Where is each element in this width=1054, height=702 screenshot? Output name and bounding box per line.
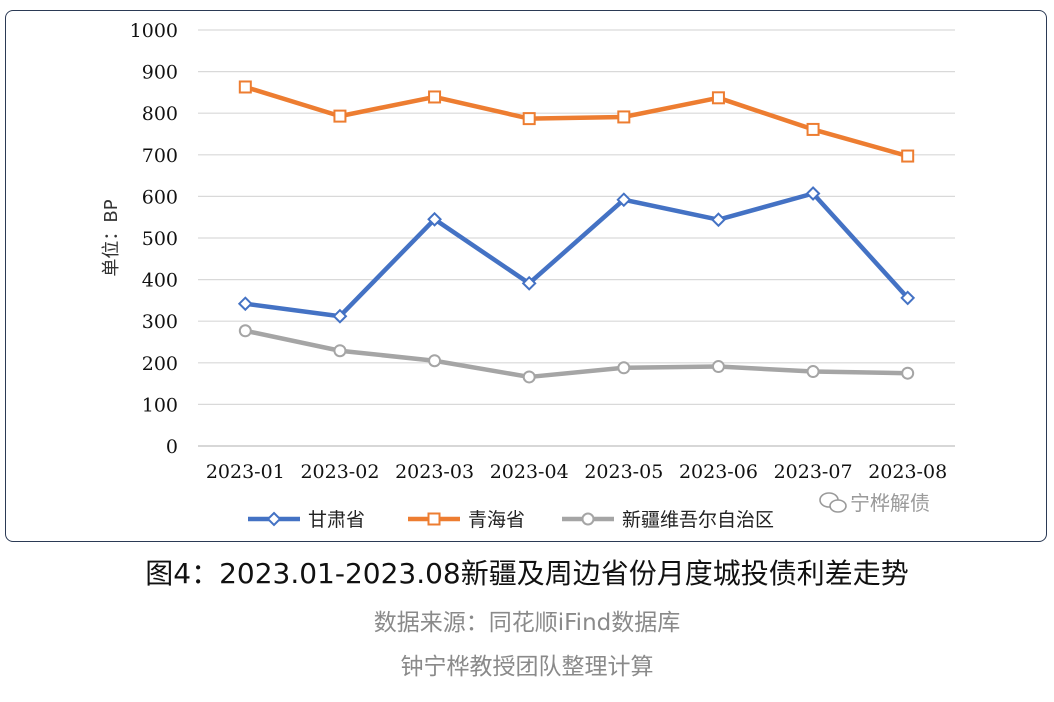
legend: 甘肃省 青海省 新疆维吾尔自治区 <box>248 509 774 531</box>
wechat-icon <box>819 492 847 513</box>
y-tick-labels: 0 100 200 300 400 500 600 700 800 900 1000 <box>130 20 178 458</box>
data-point <box>806 122 820 136</box>
data-point <box>711 360 725 374</box>
y-tick-label: 100 <box>142 394 178 416</box>
series-lines <box>237 80 916 384</box>
data-source: 数据来源：同花顺iFind数据库 <box>373 610 681 636</box>
data-point <box>427 211 442 227</box>
y-tick-label: 200 <box>142 353 178 375</box>
data-point <box>806 365 820 379</box>
line-chart: 0 100 200 300 400 500 600 700 800 900 1000 2023-01… <box>101 20 955 531</box>
series-1 <box>237 186 916 324</box>
series-line <box>244 328 908 380</box>
legend-marker <box>427 512 441 526</box>
data-point <box>805 186 821 201</box>
y-tick-label: 700 <box>142 145 178 167</box>
data-point <box>333 109 347 123</box>
data-point <box>238 80 252 94</box>
data-point <box>238 324 252 338</box>
data-point <box>711 91 725 105</box>
y-tick-label: 500 <box>142 228 178 250</box>
x-tick-label: 2023-04 <box>490 461 569 483</box>
y-tick-label: 1000 <box>130 20 178 42</box>
figure-caption: 图4：2023.01-2023.08新疆及周边省份月度城投债利差走势 <box>145 557 909 590</box>
x-tick-label: 2023-05 <box>584 461 663 483</box>
legend-marker <box>581 512 595 526</box>
data-point <box>332 308 348 324</box>
series-line <box>244 84 909 159</box>
chart-frame <box>5 10 1047 542</box>
data-point <box>522 370 536 384</box>
data-point <box>521 275 537 291</box>
y-tick-label: 0 <box>166 436 178 458</box>
data-point <box>900 290 916 306</box>
data-point <box>237 296 253 312</box>
series-2 <box>238 80 915 163</box>
x-tick-labels: 2023-01 2023-02 2023-03 2023-04 2023-05 2023-… <box>206 461 947 483</box>
legend-item: 甘肃省 <box>248 509 365 531</box>
y-tick-label: 600 <box>142 186 178 208</box>
data-point <box>333 344 347 358</box>
series-line <box>245 191 910 319</box>
data-point <box>901 149 915 163</box>
data-point <box>711 212 726 228</box>
watermark: 宁桦解债 <box>819 491 930 515</box>
x-tick-label: 2023-08 <box>868 461 947 483</box>
data-point <box>901 366 915 380</box>
y-tick-label: 900 <box>142 62 178 84</box>
legend-marker <box>266 511 282 527</box>
data-point <box>617 110 631 124</box>
data-point <box>428 354 442 368</box>
x-tick-label: 2023-06 <box>679 461 758 483</box>
x-tick-label: 2023-07 <box>774 461 853 483</box>
y-tick-label: 300 <box>142 311 178 333</box>
legend-label: 新疆维吾尔自治区 <box>622 509 774 531</box>
data-point <box>616 192 632 208</box>
x-tick-label: 2023-02 <box>300 461 379 483</box>
x-tick-label: 2023-01 <box>206 461 285 483</box>
watermark-text: 宁桦解债 <box>850 491 930 515</box>
legend-label: 甘肃省 <box>308 509 365 531</box>
gridlines <box>198 29 955 447</box>
author-credit: 钟宁桦教授团队整理计算 <box>400 654 654 680</box>
data-point <box>428 90 442 104</box>
y-tick-label: 800 <box>142 103 178 125</box>
legend-item: 青海省 <box>408 509 525 531</box>
legend-label: 青海省 <box>468 509 525 531</box>
y-axis-label: 单位：BP <box>101 199 122 276</box>
data-point <box>617 361 631 375</box>
data-point <box>522 112 536 126</box>
legend-item: 新疆维吾尔自治区 <box>562 509 774 531</box>
x-tick-label: 2023-03 <box>395 461 474 483</box>
series-3 <box>238 324 915 384</box>
y-tick-label: 400 <box>142 270 178 292</box>
